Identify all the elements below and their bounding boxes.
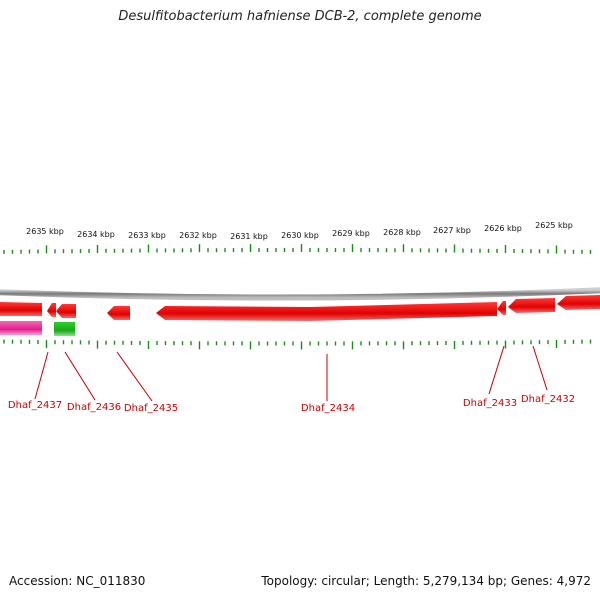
gene-leader-line bbox=[64, 351, 96, 401]
scale-label: 2627 kbp bbox=[433, 226, 471, 235]
gene-labels: Dhaf_2437 Dhaf_2436 Dhaf_2435 Dhaf_2434 Dhaf… bbox=[8, 345, 575, 414]
scale-label: 2628 kbp bbox=[383, 228, 421, 237]
scale-ticks-inner bbox=[3, 339, 592, 350]
gene-arrow-small[interactable] bbox=[47, 303, 56, 317]
gene-leader-line bbox=[34, 351, 49, 400]
gene-arrow-dhaf-2436[interactable] bbox=[56, 304, 76, 318]
scale-label: 2635 kbp bbox=[26, 227, 64, 236]
gene-arrow-dhaf-2434[interactable] bbox=[156, 302, 497, 321]
gene-leader-line bbox=[116, 351, 153, 402]
gene-label[interactable]: Dhaf_2434 bbox=[301, 403, 355, 414]
gene-label[interactable]: Dhaf_2437 bbox=[8, 400, 62, 411]
map-title: Desulfitobacterium hafniense DCB-2, comp… bbox=[118, 9, 482, 24]
scale-label: 2633 kbp bbox=[128, 231, 166, 240]
scale-label: 2632 kbp bbox=[179, 231, 217, 240]
gene-arrow-next[interactable] bbox=[557, 295, 600, 310]
scale-label: 2625 kbp bbox=[535, 221, 573, 230]
gene-label[interactable]: Dhaf_2433 bbox=[463, 398, 517, 409]
gene-leader-line bbox=[532, 345, 548, 391]
gene-arrow-dhaf-2437[interactable] bbox=[0, 302, 42, 316]
genome-backbone bbox=[0, 287, 600, 301]
gene-label[interactable]: Dhaf_2436 bbox=[67, 402, 121, 413]
genome-summary-text: Topology: circular; Length: 5,279,134 bp… bbox=[261, 574, 591, 588]
pink-feature[interactable] bbox=[0, 321, 42, 335]
gene-arrow-dhaf-2432[interactable] bbox=[508, 298, 555, 313]
gene-leader-line bbox=[488, 345, 505, 395]
gene-label[interactable]: Dhaf_2432 bbox=[521, 394, 575, 405]
scale-label: 2631 kbp bbox=[230, 232, 268, 241]
gene-track bbox=[0, 295, 600, 321]
green-feature[interactable] bbox=[54, 322, 75, 336]
gene-arrow-dhaf-2433[interactable] bbox=[497, 301, 506, 315]
scale-label: 2626 kbp bbox=[484, 224, 522, 233]
scale-label: 2629 kbp bbox=[332, 229, 370, 238]
accession-text: Accession: NC_011830 bbox=[9, 574, 146, 588]
gene-label[interactable]: Dhaf_2435 bbox=[124, 403, 178, 414]
gene-arrow-dhaf-2435[interactable] bbox=[107, 306, 130, 320]
scale-label: 2634 kbp bbox=[77, 230, 115, 239]
scale-labels: 2635 kbp 2634 kbp 2633 kbp 2632 kbp 2631 kbp… bbox=[26, 221, 573, 241]
scale-ticks-outer bbox=[3, 244, 592, 254]
scale-label: 2630 kbp bbox=[281, 231, 319, 240]
